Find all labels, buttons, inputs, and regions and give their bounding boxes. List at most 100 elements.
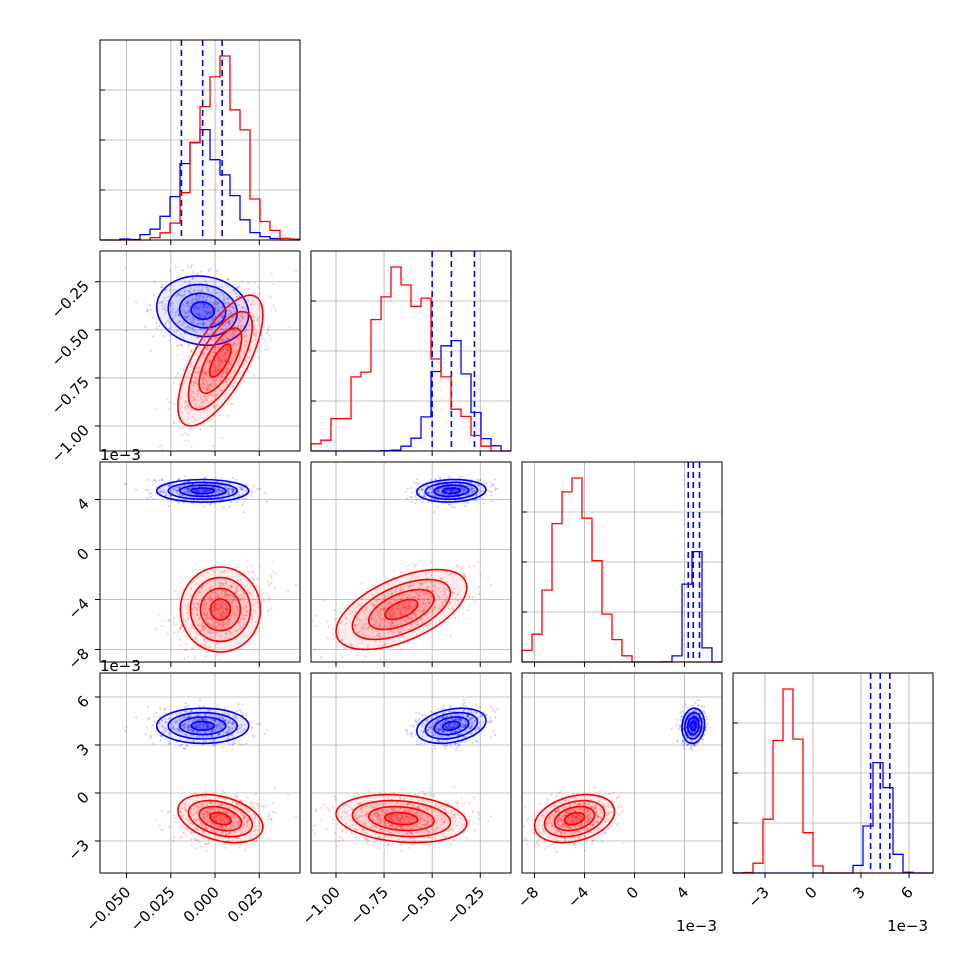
sample-point <box>207 838 210 841</box>
sample-point <box>146 717 149 720</box>
sample-point <box>161 300 164 303</box>
sample-point <box>125 725 128 729</box>
sample-point <box>223 346 226 349</box>
sample-point <box>270 607 273 610</box>
sample-point <box>188 289 191 292</box>
sample-point <box>204 309 207 312</box>
sample-point <box>287 326 290 329</box>
sample-point <box>188 326 191 329</box>
sample-point <box>198 427 201 430</box>
sample-point <box>202 321 205 324</box>
sample-point <box>205 372 208 375</box>
sample-point <box>224 369 227 372</box>
sample-point <box>194 418 197 421</box>
sample-point <box>167 620 171 623</box>
sample-point <box>206 290 209 293</box>
sample-point <box>174 376 177 379</box>
sample-point <box>172 839 176 843</box>
sample-point <box>231 743 234 746</box>
sample-point <box>238 846 241 849</box>
sample-point <box>323 599 326 602</box>
sample-point <box>209 383 212 386</box>
sample-point <box>259 590 262 594</box>
sample-point <box>193 658 196 661</box>
sample-point <box>169 326 173 329</box>
sample-point <box>234 741 237 745</box>
sample-point <box>223 371 226 374</box>
sample-point <box>268 584 271 587</box>
sample-point <box>214 371 218 374</box>
sample-point <box>185 744 188 747</box>
sample-point <box>232 740 235 743</box>
sample-point <box>243 344 246 347</box>
sample-point <box>410 500 413 503</box>
sample-point <box>360 582 363 585</box>
sample-point <box>217 369 220 373</box>
y-tick-label: −8 <box>64 645 92 673</box>
sample-point <box>234 794 237 797</box>
sample-point <box>229 310 232 314</box>
sample-point <box>201 296 205 299</box>
sample-point <box>214 405 217 408</box>
sample-point <box>196 389 200 392</box>
sample-point <box>231 402 234 406</box>
sample-point <box>135 716 138 719</box>
sample-point <box>178 320 181 323</box>
sample-point <box>180 825 183 828</box>
sample-point <box>243 340 246 343</box>
sample-point <box>233 352 236 355</box>
sample-point <box>257 807 260 810</box>
sample-point <box>477 586 480 589</box>
sample-point <box>163 296 166 299</box>
sample-point <box>176 372 180 375</box>
sample-point <box>184 702 187 705</box>
sample-point <box>238 317 241 320</box>
sample-point <box>231 330 235 333</box>
sample-point <box>187 301 190 304</box>
sample-point <box>235 565 238 568</box>
sample-point <box>192 320 196 323</box>
sample-point <box>252 802 255 805</box>
sample-point <box>194 304 197 307</box>
sample-point <box>192 306 195 309</box>
sample-point <box>411 491 414 494</box>
sample-point <box>159 707 162 710</box>
sample-point <box>209 320 212 323</box>
sample-point <box>151 724 155 727</box>
sample-point <box>220 341 223 344</box>
sample-point <box>216 366 219 369</box>
sample-point <box>487 489 490 492</box>
sample-point <box>461 566 464 569</box>
sample-point <box>217 308 220 311</box>
sample-point <box>158 824 161 827</box>
sample-point <box>258 723 261 726</box>
sample-point <box>227 338 230 341</box>
sample-point <box>160 286 163 289</box>
sample-point <box>251 726 254 729</box>
sample-point <box>254 338 257 341</box>
sample-point <box>168 742 171 745</box>
sample-point <box>248 324 251 327</box>
sample-point <box>228 334 231 337</box>
sample-point <box>248 569 251 572</box>
sample-point <box>294 815 298 818</box>
sample-point <box>226 298 229 301</box>
sample-point <box>181 324 184 327</box>
sample-point <box>213 564 216 567</box>
sample-point <box>195 330 198 333</box>
sample-point <box>406 487 409 490</box>
density-contour <box>441 487 461 495</box>
sample-point <box>417 482 421 485</box>
sample-point <box>202 303 205 306</box>
sample-point <box>196 272 199 275</box>
sample-point <box>170 304 173 307</box>
sample-point <box>410 569 413 572</box>
sample-point <box>205 347 208 350</box>
sample-point <box>252 484 255 487</box>
sample-point <box>192 270 195 273</box>
sample-point <box>199 322 202 325</box>
sample-point <box>236 709 239 713</box>
sample-point <box>245 340 248 343</box>
sample-point <box>225 297 228 300</box>
sample-point <box>183 326 186 329</box>
